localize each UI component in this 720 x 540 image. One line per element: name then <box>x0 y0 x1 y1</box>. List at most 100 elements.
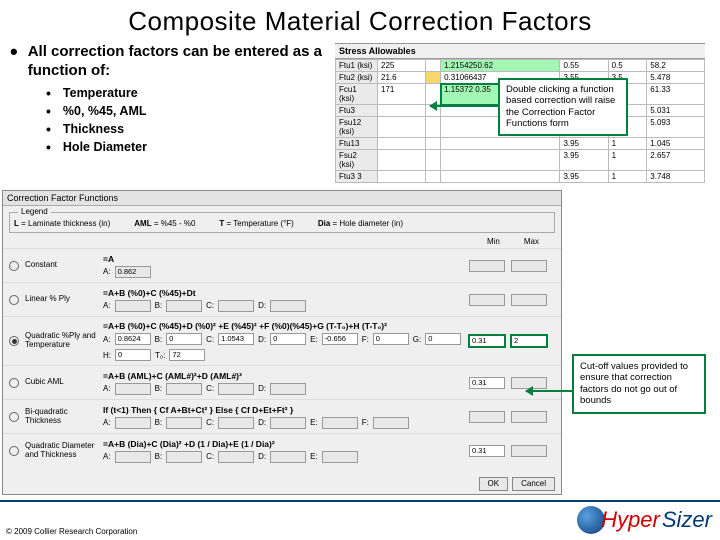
min-input[interactable] <box>469 411 505 423</box>
table-cell[interactable] <box>441 171 560 183</box>
max-input[interactable] <box>511 260 547 272</box>
table-cell[interactable]: 1.2154250.62 <box>441 60 560 72</box>
coef-input[interactable]: 0 <box>425 333 461 345</box>
option-body: =A+B (AML)+C (AML#)²+D (AML#)³ A:B:C:D: <box>103 371 463 395</box>
sub-bullet-text: %0, %45, AML <box>63 104 147 118</box>
table-cell[interactable] <box>426 60 441 72</box>
min-input[interactable]: 0.31 <box>469 335 505 347</box>
table-cell[interactable]: 171 <box>378 84 426 105</box>
table-cell[interactable]: 1 <box>608 171 647 183</box>
max-input[interactable] <box>511 294 547 306</box>
min-input[interactable]: 0.31 <box>469 445 505 457</box>
table-cell[interactable]: 0.55 <box>560 60 608 72</box>
table-row[interactable]: Ftu1 (ksi)2251.2154250.620.550.558.2 <box>336 60 705 72</box>
coef-input <box>322 451 358 463</box>
max-input[interactable]: 2 <box>511 335 547 347</box>
table-cell[interactable]: 1 <box>608 150 647 171</box>
table-cell[interactable] <box>378 138 426 150</box>
row-header: Ftu3 3 <box>336 171 378 183</box>
table-cell[interactable] <box>441 150 560 171</box>
formula-text: =A+B (AML)+C (AML#)²+D (AML#)³ <box>103 371 463 381</box>
coef-label: D: <box>258 418 266 427</box>
coef-input <box>115 383 151 395</box>
coef-input[interactable]: 0 <box>115 349 151 361</box>
table-cell[interactable]: 3.95 <box>560 171 608 183</box>
max-input[interactable] <box>511 411 547 423</box>
coef-input <box>166 451 202 463</box>
coef-label: A: <box>103 418 111 427</box>
table-row[interactable]: Fsu2 (ksi) 3.9512.657 <box>336 150 705 171</box>
coef-label: D: <box>258 384 266 393</box>
cancel-button[interactable]: Cancel <box>512 477 555 491</box>
table-cell[interactable] <box>378 171 426 183</box>
bullet-icon: • <box>46 139 51 155</box>
table-cell[interactable]: 3.95 <box>560 150 608 171</box>
radio-cubic[interactable] <box>9 378 19 388</box>
table-cell[interactable] <box>426 171 441 183</box>
max-label: Max <box>524 237 539 246</box>
table-cell[interactable]: 58.2 <box>647 60 705 72</box>
minmax-cell: 0.31 <box>469 445 547 457</box>
table-cell[interactable]: 0.5 <box>608 60 647 72</box>
table-cell[interactable]: 61.33 <box>647 84 705 105</box>
coef-input <box>373 417 409 429</box>
table-cell[interactable]: 2.657 <box>647 150 705 171</box>
coef-label: A: <box>103 267 111 276</box>
table-cell[interactable] <box>426 72 441 84</box>
page-title: Composite Material Correction Factors <box>0 0 720 39</box>
table-cell[interactable]: 21.6 <box>378 72 426 84</box>
coef-row: A:B:C:D:E: <box>103 451 463 463</box>
option-label: Constant <box>25 261 97 270</box>
row-header: Fsu2 (ksi) <box>336 150 378 171</box>
option-body: =A+B (Dia)+C (Dia)² +D (1 / Dia)+E (1 / … <box>103 439 463 463</box>
option-label: Bi-quadratic Thickness <box>25 408 97 426</box>
coef-input[interactable]: 1.0543 <box>218 333 254 345</box>
table-cell[interactable] <box>378 150 426 171</box>
table-row[interactable]: Ftu133.9511.045 <box>336 138 705 150</box>
table-cell[interactable]: 5.478 <box>647 72 705 84</box>
table-cell[interactable]: 3.95 <box>560 138 608 150</box>
table-cell[interactable] <box>441 138 560 150</box>
table-cell[interactable] <box>426 117 441 138</box>
coef-input[interactable]: 0 <box>166 333 202 345</box>
table-cell[interactable] <box>378 105 426 117</box>
radio-quaddia[interactable] <box>9 446 19 456</box>
min-input[interactable] <box>469 260 505 272</box>
sub-bullet: •Thickness <box>46 121 335 137</box>
coef-input <box>218 417 254 429</box>
coef-label: A: <box>103 384 111 393</box>
table-cell[interactable]: 3.748 <box>647 171 705 183</box>
table-cell[interactable]: 225 <box>378 60 426 72</box>
table-cell[interactable] <box>378 117 426 138</box>
bullet-icon: • <box>46 121 51 137</box>
radio-linear[interactable] <box>9 295 19 305</box>
coef-input[interactable]: 0 <box>270 333 306 345</box>
radio-biquad[interactable] <box>9 412 19 422</box>
min-input[interactable] <box>469 294 505 306</box>
table-cell[interactable]: 1.045 <box>647 138 705 150</box>
callout-cutoff: Cut-off values provided to ensure that c… <box>572 354 706 414</box>
coef-input[interactable]: 0.8624 <box>115 333 151 345</box>
arrow-icon <box>430 105 498 107</box>
radio-constant[interactable] <box>9 261 19 271</box>
minmax-cell <box>469 411 547 423</box>
coef-input[interactable]: 72 <box>169 349 205 361</box>
coef-row: A:B:C:D: <box>103 383 463 395</box>
table-cell[interactable]: 5.093 <box>647 117 705 138</box>
coef-input[interactable]: 0 <box>373 333 409 345</box>
table-cell[interactable] <box>426 150 441 171</box>
max-input[interactable] <box>511 445 547 457</box>
coef-label: F: <box>362 418 369 427</box>
ok-button[interactable]: OK <box>479 477 509 491</box>
coef-input <box>270 383 306 395</box>
table-cell[interactable]: 5.031 <box>647 105 705 117</box>
table-row[interactable]: Ftu3 3 3.9513.748 <box>336 171 705 183</box>
coef-input <box>166 417 202 429</box>
coef-input[interactable]: -0.656 <box>322 333 358 345</box>
coef-input <box>115 300 151 312</box>
table-cell[interactable]: 1 <box>608 138 647 150</box>
radio-quadratic[interactable] <box>9 336 19 346</box>
legend-item: Dia = Hole diameter (in) <box>318 219 403 228</box>
table-cell[interactable] <box>426 138 441 150</box>
min-input[interactable]: 0.31 <box>469 377 505 389</box>
